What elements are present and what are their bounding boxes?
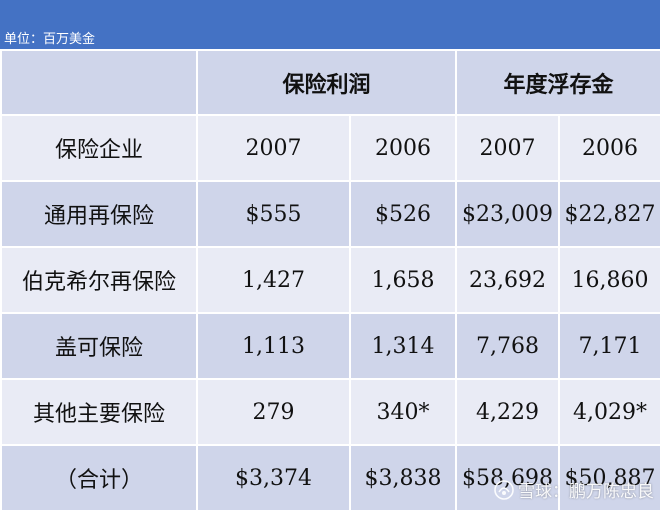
cell-profit-2006: 340* (348, 378, 458, 446)
cell-float-2007: 7,768 (455, 312, 561, 380)
cell-profit-2006: 2006 (348, 114, 458, 182)
cell-float-2006: 16,860 (558, 246, 660, 314)
snowball-logo-icon (494, 479, 514, 500)
row-label: 盖可保险 (0, 312, 198, 380)
cell-float-2007: 2007 (455, 114, 561, 182)
cell-profit-2007: 1,113 (196, 312, 351, 380)
cell-profit-2007: 279 (196, 378, 351, 446)
row-label: （合计） (0, 444, 198, 512)
table-row: 保险企业 2007 2006 2007 2006 (0, 114, 660, 182)
cell-float-2006: 2006 (558, 114, 660, 182)
row-label: 通用再保险 (0, 180, 198, 248)
table-row: 伯克希尔再保险 1,427 1,658 23,692 16,860 (0, 246, 660, 314)
insurance-table: 保险利润 年度浮存金 保险企业 2007 2006 2007 2006 通用再保… (0, 49, 660, 512)
header-annual-float: 年度浮存金 (455, 49, 660, 116)
table-row: （合计） $3,374 $3,838 $58,698 $50,887 (0, 444, 660, 512)
header-blank-cell (0, 49, 198, 116)
row-label: 伯克希尔再保险 (0, 246, 198, 314)
row-label: 其他主要保险 (0, 378, 198, 446)
watermark-text: 雪球：鹏万陈忠良 (518, 482, 654, 502)
cell-profit-2007: 2007 (196, 114, 351, 182)
cell-profit-2007: $3,374 (196, 444, 351, 512)
watermark: 雪球：鹏万陈忠良 (494, 477, 654, 502)
cell-profit-2006: $3,838 (348, 444, 458, 512)
cell-float-2007: $58,698 (455, 444, 561, 512)
cell-profit-2006: $526 (348, 180, 458, 248)
header-insurance-profit: 保险利润 (195, 49, 458, 116)
cell-float-2006: $22,827 (558, 180, 660, 248)
table-header-row: 保险利润 年度浮存金 (0, 49, 660, 116)
cell-float-2006: 7,171 (558, 312, 660, 380)
row-label: 保险企业 (0, 114, 198, 182)
table-row: 通用再保险 $555 $526 $23,009 $22,827 (0, 180, 660, 248)
cell-profit-2007: 1,427 (196, 246, 351, 314)
cell-float-2006: 4,029* (558, 378, 660, 446)
table-row: 盖可保险 1,113 1,314 7,768 7,171 (0, 312, 660, 380)
unit-bar: 单位：百万美金 (0, 0, 660, 49)
cell-float-2007: 4,229 (455, 378, 561, 446)
cell-profit-2006: 1,658 (348, 246, 458, 314)
cell-profit-2006: 1,314 (348, 312, 458, 380)
cell-float-2007: 23,692 (455, 246, 561, 314)
table-row: 其他主要保险 279 340* 4,229 4,029* (0, 378, 660, 446)
cell-profit-2007: $555 (196, 180, 351, 248)
unit-label: 单位：百万美金 (4, 32, 96, 47)
cell-float-2007: $23,009 (455, 180, 561, 248)
